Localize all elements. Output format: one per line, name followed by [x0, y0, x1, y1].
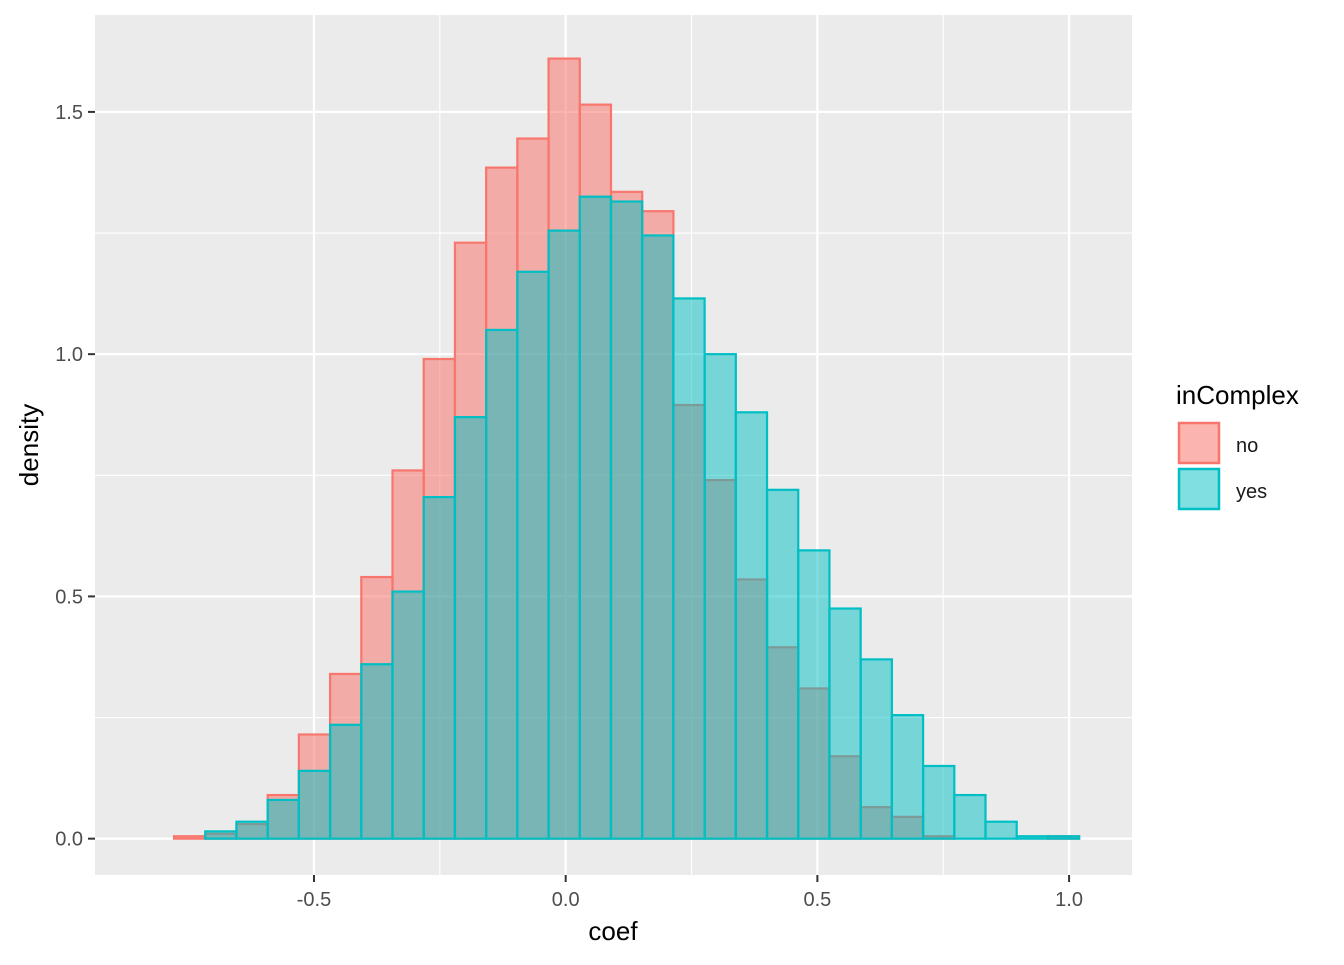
bar-yes — [890, 714, 925, 840]
bar-yes — [765, 488, 800, 840]
bar-yes — [328, 723, 363, 840]
x-axis: -0.5 0.0 0.5 1.0 — [297, 875, 1083, 911]
y-axis-label: density — [14, 404, 44, 486]
bar-yes — [859, 658, 893, 840]
x-tick-label: 0.5 — [803, 889, 831, 911]
bar-yes — [235, 820, 269, 840]
legend-title: inComplex — [1176, 380, 1299, 410]
legend: inComplex no yes — [1176, 380, 1299, 511]
bar-yes — [297, 769, 332, 840]
bar-yes — [391, 590, 425, 840]
y-tick-label: 0.5 — [55, 586, 83, 608]
bar-yes — [641, 234, 675, 840]
y-tick-label: 1.0 — [55, 344, 83, 366]
y-axis: 0.0 0.5 1.0 1.5 — [55, 102, 95, 851]
bar-yes — [797, 549, 831, 840]
bar-yes — [984, 820, 1018, 840]
bar-yes — [1015, 835, 1050, 840]
bar-yes — [453, 416, 488, 840]
bar-yes — [360, 663, 394, 840]
x-axis-label: coef — [588, 916, 638, 946]
bar-yes — [828, 607, 862, 840]
legend-key-no — [1177, 421, 1221, 465]
bar-yes — [266, 798, 300, 840]
bar-yes — [672, 297, 706, 840]
y-tick-label: 1.5 — [55, 102, 83, 124]
bar-yes — [547, 229, 581, 840]
x-tick-label: 1.0 — [1055, 889, 1083, 911]
x-tick-label: 0.0 — [552, 889, 580, 911]
bar-yes — [734, 411, 769, 840]
x-tick-label: -0.5 — [297, 889, 331, 911]
bar-yes — [921, 764, 956, 840]
legend-label-no: no — [1236, 435, 1258, 457]
bar-yes — [953, 793, 987, 840]
bar-yes — [204, 830, 238, 840]
bar-yes — [609, 200, 644, 840]
bar-yes — [1046, 835, 1081, 840]
bars-yes-series — [204, 195, 1081, 840]
bar-no — [172, 835, 207, 840]
bar-yes — [485, 328, 519, 840]
bar-yes — [578, 195, 613, 840]
legend-label-yes: yes — [1236, 481, 1267, 503]
bar-yes — [516, 270, 550, 840]
bar-yes — [422, 495, 457, 840]
legend-key-yes — [1177, 467, 1221, 511]
bar-yes — [703, 353, 737, 840]
y-tick-label: 0.0 — [55, 829, 83, 851]
